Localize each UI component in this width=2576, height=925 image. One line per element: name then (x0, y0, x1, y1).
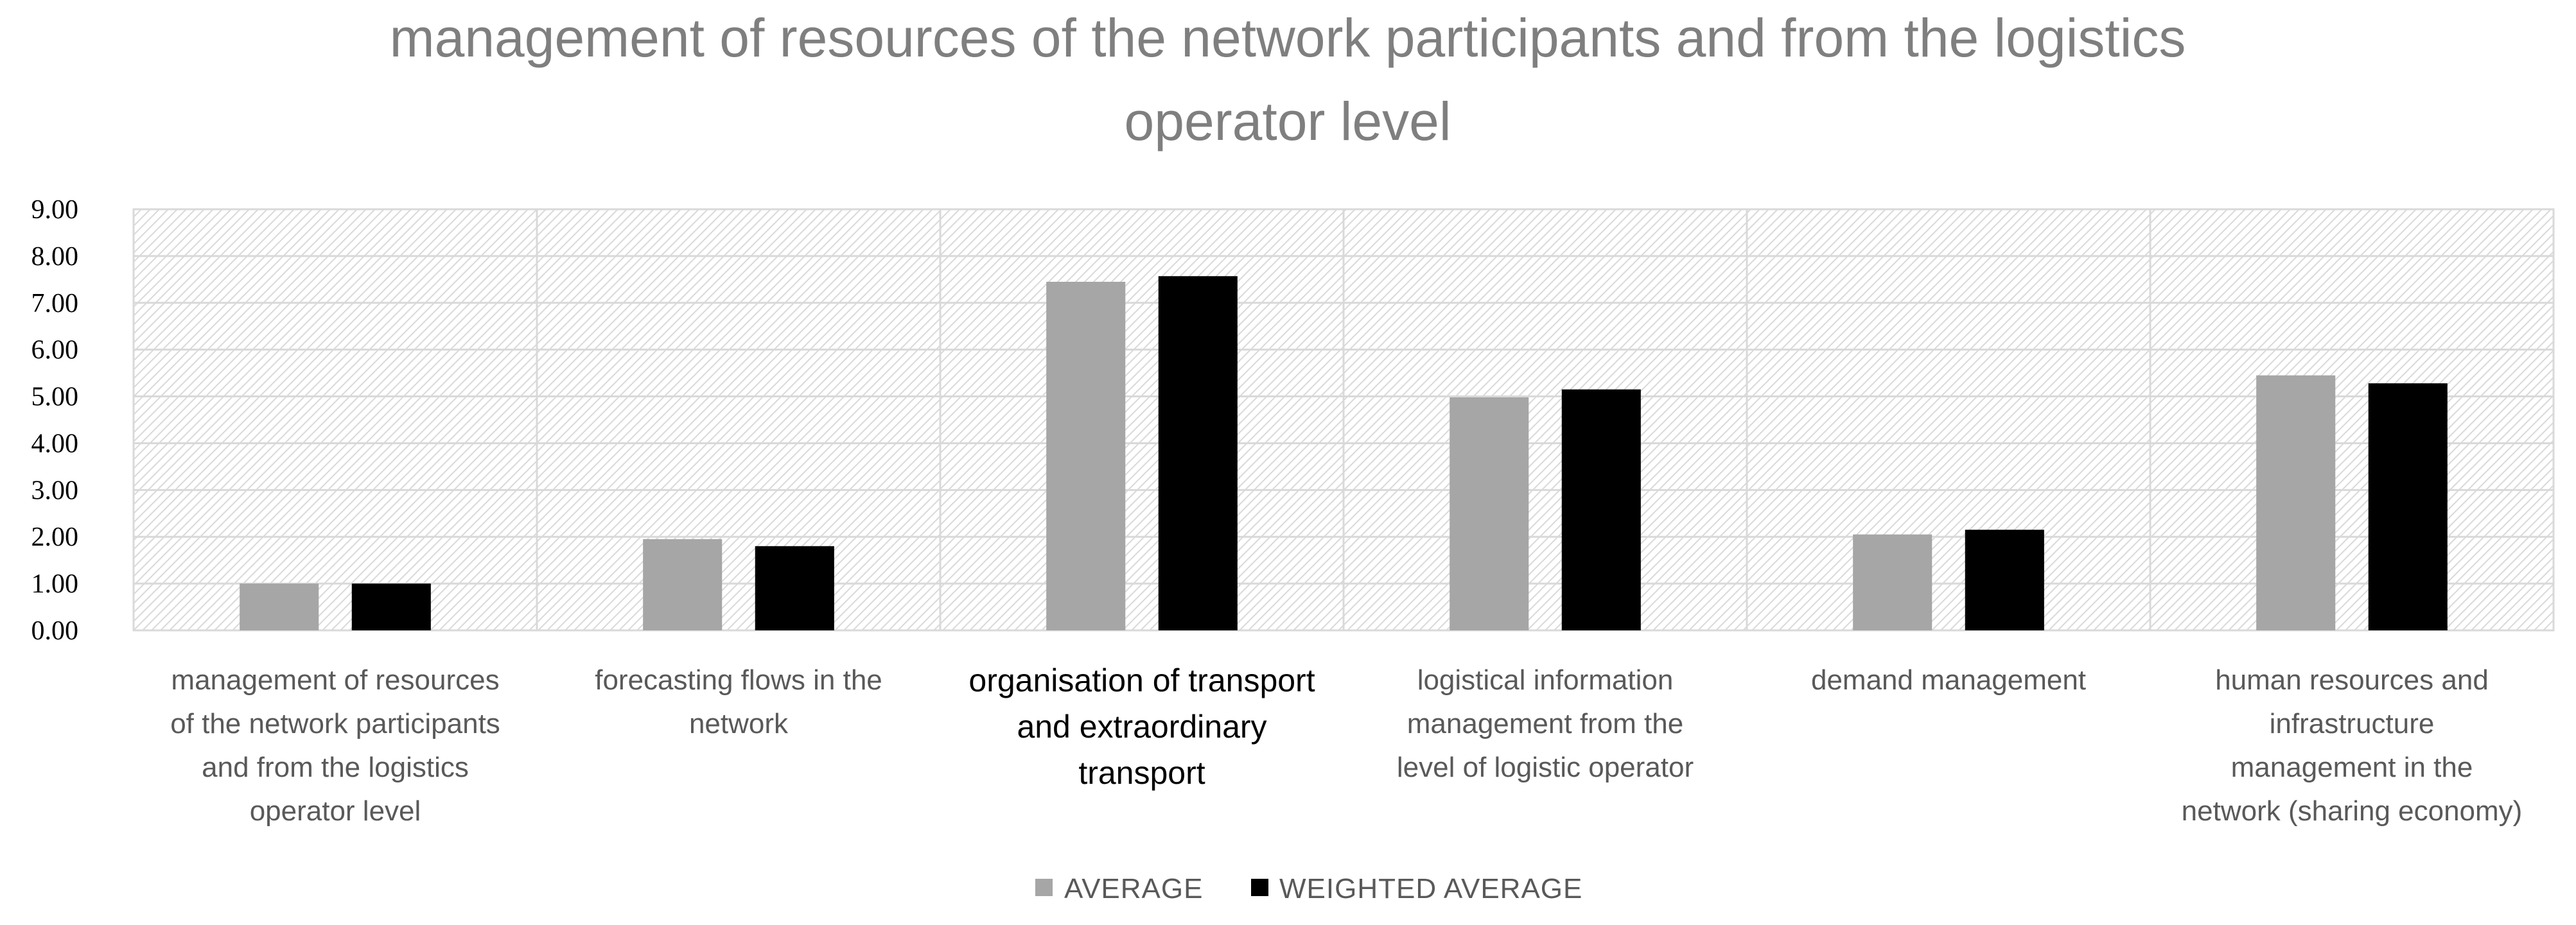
legend-swatch-weighted-average (1251, 879, 1268, 896)
category-label: network (689, 708, 789, 739)
bar-weighted-average (755, 546, 834, 630)
y-tick-label: 0.00 (31, 616, 79, 646)
y-tick-label: 5.00 (31, 383, 79, 412)
y-tick-label: 1.00 (31, 569, 79, 599)
y-tick-label: 3.00 (31, 476, 79, 505)
category-label: and from the logistics (202, 752, 469, 783)
gridlines (134, 208, 2554, 632)
bar-average (240, 584, 319, 630)
y-tick-label: 7.00 (31, 289, 79, 318)
legend-label-weighted-average: WEIGHTED AVERAGE (1279, 873, 1582, 904)
category-label: forecasting flows in the (595, 664, 882, 696)
bar-weighted-average (2368, 383, 2448, 630)
legend-label-average: AVERAGE (1064, 873, 1203, 904)
legend-swatch-average (1035, 879, 1053, 896)
category-label: human resources and (2215, 664, 2489, 696)
chart-title-line-2: operator level (1125, 91, 1451, 151)
y-tick-label: 9.00 (31, 195, 79, 225)
y-tick-label: 8.00 (31, 242, 79, 272)
category-label: and extraordinary (1017, 709, 1266, 745)
bars (240, 276, 2448, 631)
category-label: management in the (2231, 752, 2473, 783)
bar-weighted-average (1158, 276, 1238, 631)
category-label: network (sharing economy) (2182, 795, 2523, 827)
category-label: level of logistic operator (1397, 752, 1694, 783)
category-label: management from the (1407, 708, 1683, 739)
y-tick-label: 6.00 (31, 336, 79, 365)
category-label: management of resources (171, 664, 499, 696)
bar-weighted-average (1561, 389, 1641, 630)
category-label: infrastructure (2270, 708, 2435, 739)
category-labels: management of resources of the network pa… (170, 662, 2522, 827)
bar-average (1853, 534, 1932, 630)
category-label: logistical information (1417, 664, 1674, 696)
category-label: operator level (250, 795, 421, 827)
category-label: of the network participants (170, 708, 500, 739)
bar-average (2256, 375, 2336, 630)
bar-weighted-average (351, 584, 431, 630)
bar-weighted-average (1965, 530, 2044, 630)
category-label: organisation of transport (968, 662, 1315, 698)
bar-average (643, 539, 723, 630)
bar-average (1046, 281, 1126, 630)
y-tick-label: 2.00 (31, 523, 79, 552)
chart-title-line-1: management of resources of the network p… (390, 8, 2186, 68)
category-label: demand management (1811, 664, 2086, 696)
y-tick-label: 4.00 (31, 429, 79, 458)
category-label: transport (1078, 755, 1205, 791)
y-axis-tick-labels: 0.00 1.00 2.00 3.00 4.00 5.00 6.00 7.00 8.00 9.00 (31, 195, 79, 646)
bar-average (1450, 397, 1529, 630)
legend: AVERAGE WEIGHTED AVERAGE (1035, 873, 1582, 904)
